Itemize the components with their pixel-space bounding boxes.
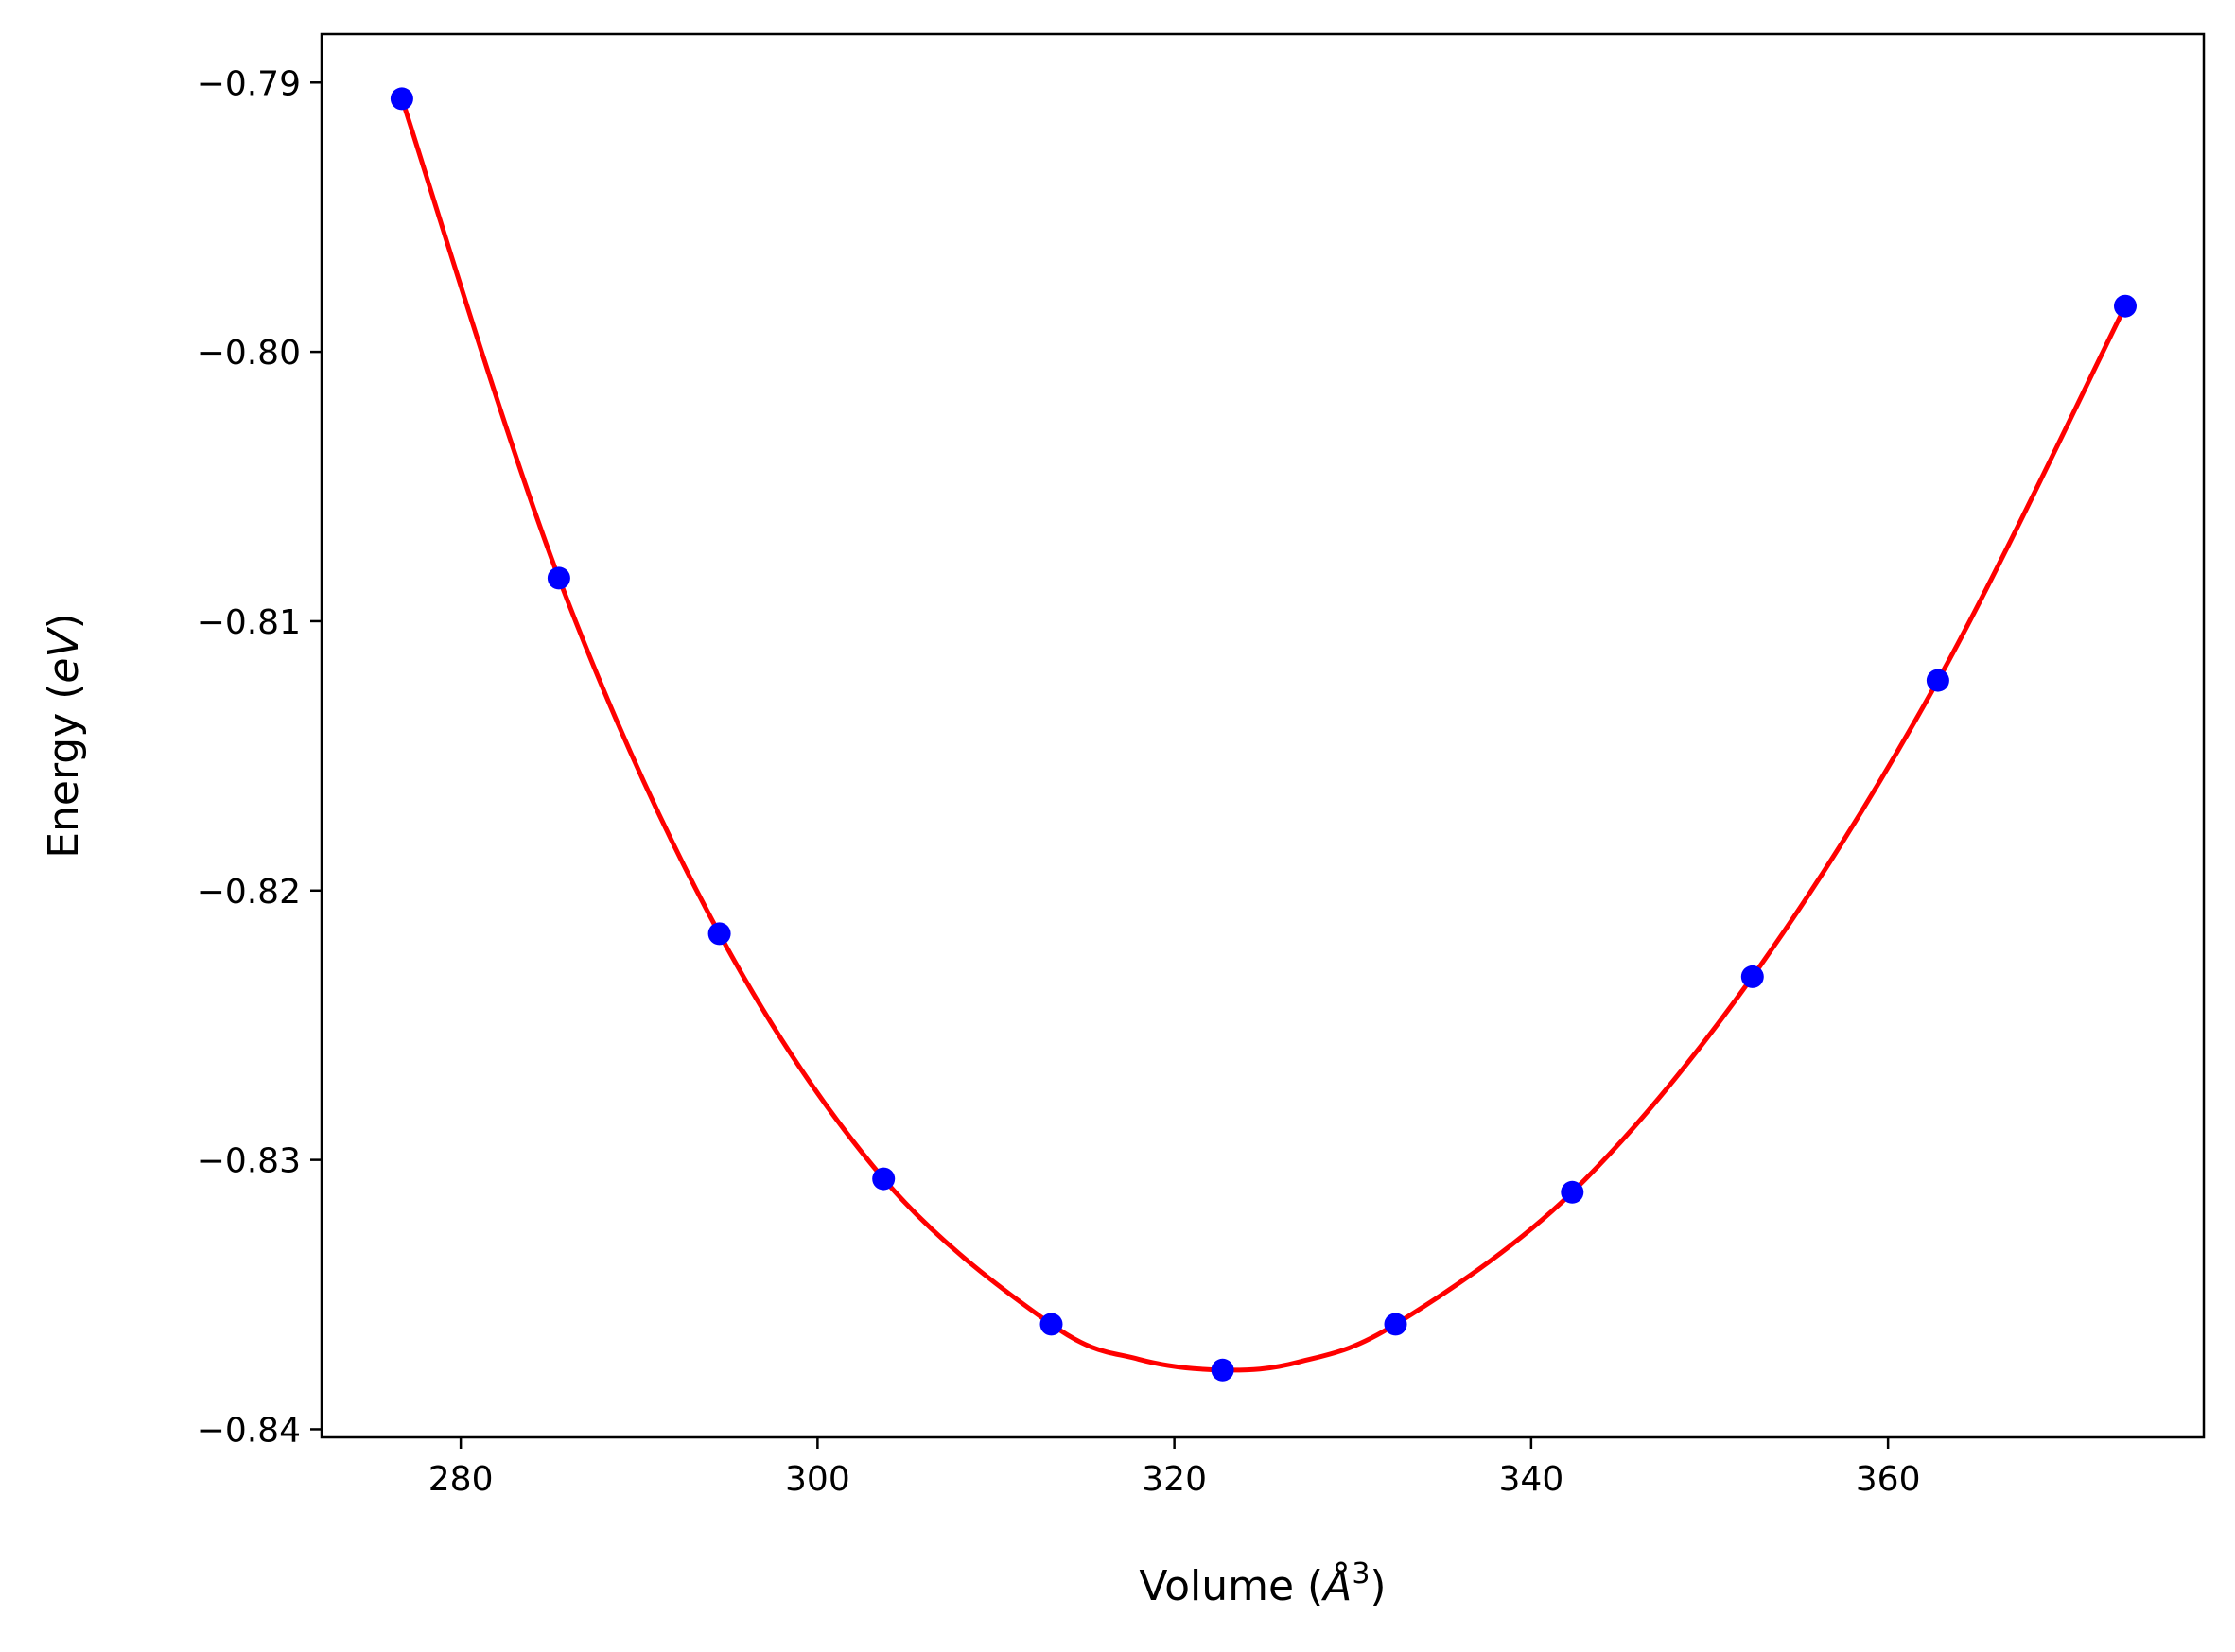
data-point [2114,294,2137,318]
x-axis-label: Volume (Å3) [1139,1557,1386,1610]
data-point [1211,1358,1234,1382]
y-axis-label-unit: eV [40,627,88,684]
data-point [1561,1180,1584,1204]
x-tick-label: 280 [428,1460,494,1499]
x-axis-label-main: Volume ( [1139,1562,1323,1610]
y-axis-label-main: Energy ( [40,684,88,859]
y-axis-ticks: −0.84 −0.83 −0.82 −0.81 −0.80 −0.79 [197,64,322,1450]
data-point [390,87,413,111]
data-point [1926,669,1949,692]
y-tick-label: −0.82 [197,873,301,912]
y-tick-label: −0.83 [197,1142,301,1181]
data-points-layer [390,87,2137,1382]
y-tick-label: −0.81 [197,603,301,642]
y-axis-label: Energy (eV) [40,613,88,859]
data-point [872,1167,896,1191]
x-tick-label: 360 [1856,1460,1921,1499]
x-tick-label: 340 [1499,1460,1564,1499]
x-axis-label-superscript: 3 [1352,1557,1370,1591]
data-point [707,922,731,946]
data-point [547,566,570,590]
data-point [1384,1313,1407,1336]
plot-frame [320,32,2206,1439]
y-axis-label-end: ) [40,613,88,629]
y-tick-label: −0.84 [197,1411,301,1450]
data-point [1039,1313,1063,1336]
x-tick-label: 300 [785,1460,850,1499]
y-tick-label: −0.80 [197,334,301,373]
x-axis-label-symbol: Å [1320,1560,1352,1610]
x-axis-ticks: 280 300 320 340 360 [428,1437,1921,1499]
x-axis-label-end: ) [1370,1562,1386,1610]
y-tick-label: −0.79 [197,64,301,103]
x-tick-label: 320 [1142,1460,1207,1499]
data-point [1740,965,1764,988]
